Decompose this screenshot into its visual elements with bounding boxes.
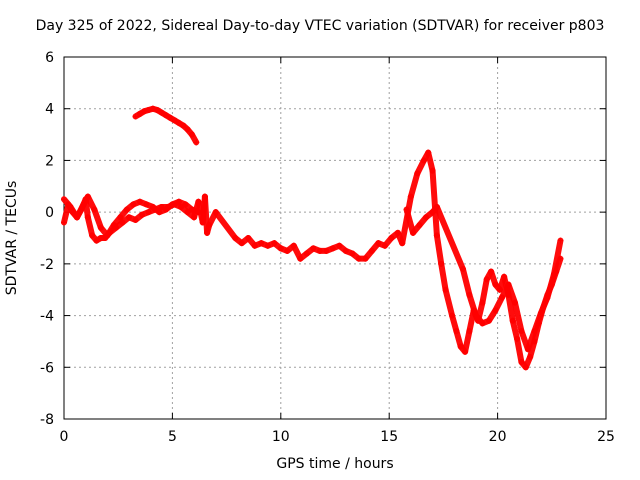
data-track-segment — [403, 206, 417, 236]
y-tick-label: -8 — [40, 412, 54, 428]
data-track-segment — [531, 309, 544, 335]
axis-ticks: 0 5 10 15 20 25 -8 -6 -4 -2 0 2 4 6 — [40, 50, 615, 445]
data-track-segment — [514, 335, 525, 366]
data-points — [61, 105, 564, 371]
x-tick-label: 15 — [380, 429, 398, 445]
data-track-segment — [188, 131, 200, 146]
data-track-segment — [466, 291, 479, 319]
data-track-segment — [84, 214, 96, 239]
y-tick-label: -6 — [40, 360, 54, 376]
y-tick-label: -2 — [40, 257, 54, 273]
plot-frame — [63, 56, 607, 420]
y-tick-label: 0 — [45, 205, 54, 221]
y-tick-label: 4 — [45, 102, 54, 118]
data-track-segment — [425, 149, 436, 174]
y-tick-label: -4 — [40, 309, 54, 325]
data-track-segment — [505, 281, 518, 306]
data-track-segment — [479, 276, 490, 306]
data-track-segment — [550, 237, 564, 278]
data-track-segment — [433, 203, 466, 273]
x-axis-label: GPS time / hours — [276, 456, 394, 472]
x-tick-label: 10 — [272, 429, 290, 445]
data-track-segment — [544, 271, 557, 301]
data-track-segment — [91, 206, 104, 231]
x-tick-label: 20 — [489, 429, 507, 445]
data-track-segment — [459, 266, 473, 298]
data-track-segment — [407, 170, 421, 200]
data-track-segment — [212, 209, 239, 241]
y-tick-label: 2 — [45, 153, 54, 169]
data-track-segment — [433, 232, 445, 267]
data-track-segment — [442, 286, 456, 319]
series-upper-late — [403, 203, 564, 353]
series-main — [61, 149, 564, 371]
data-track-segment — [505, 291, 516, 324]
data-track-segment — [509, 317, 521, 342]
y-tick-label: 6 — [45, 50, 54, 66]
data-track-segment — [188, 206, 202, 216]
data-track-segment — [524, 328, 538, 353]
grid-lines — [64, 57, 606, 419]
series-arc — [132, 105, 200, 146]
x-tick-label: 25 — [597, 429, 615, 445]
x-tick-label: 5 — [168, 429, 177, 445]
data-track-segment — [511, 299, 525, 335]
data-track-segment — [462, 328, 473, 355]
y-axis-label: SDTVAR / TECUs — [4, 180, 20, 296]
chart-title: Day 325 of 2022, Sidereal Day-to-day VTE… — [35, 18, 605, 34]
series-upper — [61, 193, 202, 239]
data-track-segment — [438, 260, 449, 293]
x-tick-label: 0 — [60, 429, 69, 445]
data-track-segment — [429, 167, 440, 239]
